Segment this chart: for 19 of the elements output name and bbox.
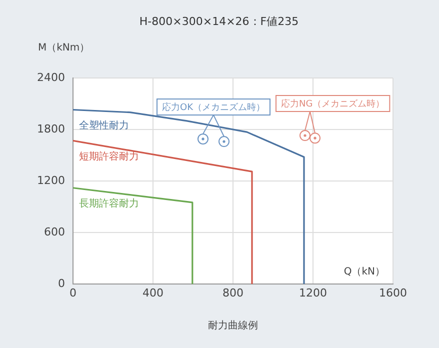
text: 応力OK（メカニズム時） xyxy=(162,102,266,113)
y-tick-label: 2400 xyxy=(37,70,65,84)
series-label: 短期許容耐力 xyxy=(79,150,139,162)
series-label: 長期許容耐力 xyxy=(79,197,139,210)
text: 耐力曲線例 xyxy=(208,320,258,332)
y-tick-label: 1200 xyxy=(37,174,65,187)
y-axis-title: M（kNm） xyxy=(38,42,90,54)
text: 応力NG（メカニズム時） xyxy=(280,98,385,110)
x-tick-label: 800 xyxy=(222,286,244,300)
y-tick-label: 0 xyxy=(58,276,65,290)
x-tick-label: 1200 xyxy=(299,286,327,300)
chart-title: H-800×300×14×26：F値235 xyxy=(139,14,299,28)
x-tick-label: 400 xyxy=(142,286,164,300)
y-tick-label: 1800 xyxy=(37,122,65,136)
series-label: 全塑性耐力 xyxy=(79,119,129,132)
x-axis-title: Q（kN） xyxy=(344,266,385,278)
x-tick-label: 1600 xyxy=(379,286,407,300)
x-tick-label: 0 xyxy=(70,286,76,300)
y-tick-label: 600 xyxy=(44,225,65,238)
